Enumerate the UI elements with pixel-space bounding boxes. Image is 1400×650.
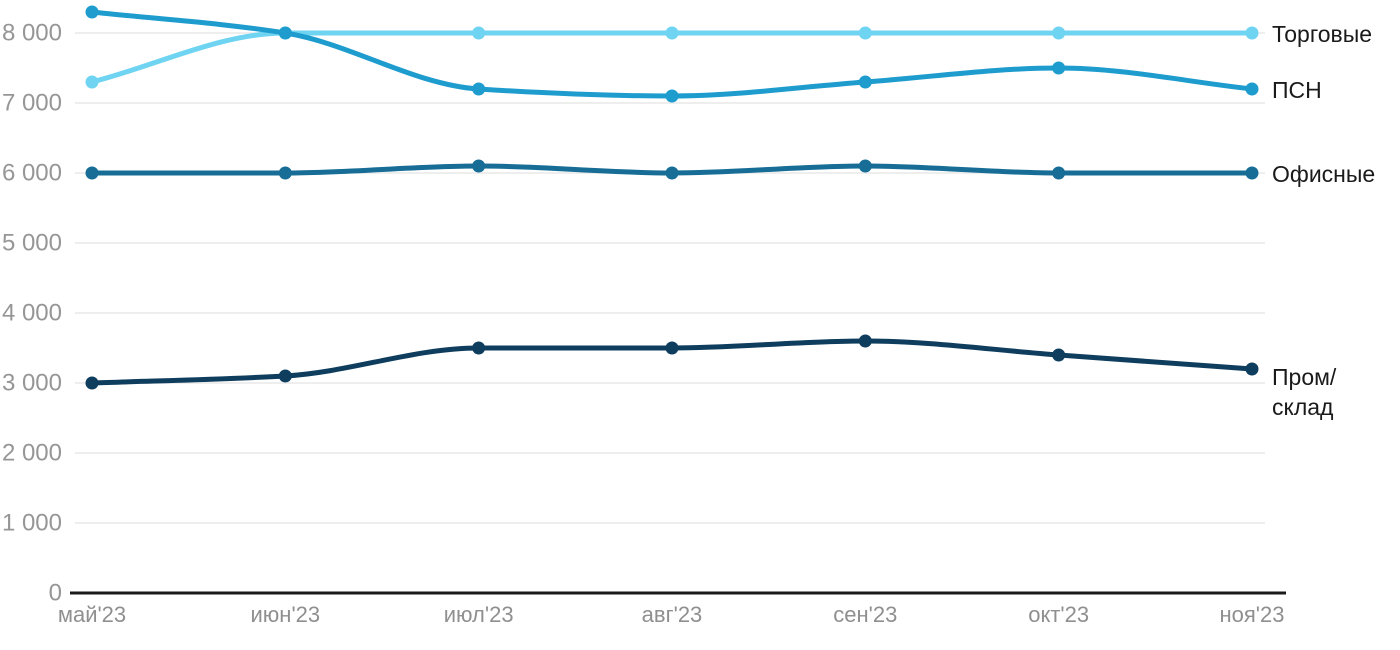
y-tick-label: 7 000: [2, 90, 62, 117]
legend-label-2: Офисные: [1272, 161, 1375, 187]
data-point-s3-6: [1245, 362, 1259, 376]
x-tick-label: ноя'23: [1219, 602, 1284, 627]
data-point-s1-4: [858, 75, 872, 89]
data-point-s2-0: [85, 166, 99, 180]
y-tick-label: 0: [49, 580, 62, 607]
x-tick-label: авг'23: [642, 602, 703, 627]
data-point-s0-5: [1052, 26, 1066, 40]
x-tick-label: июл'23: [444, 602, 514, 627]
legend-label-0: Торговые: [1272, 21, 1372, 47]
data-point-s3-2: [472, 341, 486, 355]
data-point-s1-2: [472, 82, 486, 96]
y-tick-label: 1 000: [2, 510, 62, 537]
data-point-s1-1: [278, 26, 292, 40]
data-point-s1-3: [665, 89, 679, 103]
data-point-s3-3: [665, 341, 679, 355]
series-line-1: [89, 9, 1255, 99]
data-point-s0-3: [665, 26, 679, 40]
y-tick-label: 3 000: [2, 370, 62, 397]
legend-label-1: ПСН: [1272, 77, 1322, 103]
x-tick-label: май'23: [58, 602, 126, 627]
data-point-s2-1: [278, 166, 292, 180]
y-tick-label: 4 000: [2, 300, 62, 327]
series-line-0: [89, 30, 1255, 85]
y-tick-label: 2 000: [2, 440, 62, 467]
data-point-s0-2: [472, 26, 486, 40]
x-tick-label: окт'23: [1028, 602, 1089, 627]
y-tick-label: 6 000: [2, 160, 62, 187]
y-tick-label: 8 000: [2, 20, 62, 47]
data-point-s3-4: [858, 334, 872, 348]
x-tick-label: июн'23: [251, 602, 321, 627]
data-point-s2-3: [665, 166, 679, 180]
data-point-s2-5: [1052, 166, 1066, 180]
data-point-s2-6: [1245, 166, 1259, 180]
data-point-s2-4: [858, 159, 872, 173]
data-point-s0-0: [85, 75, 99, 89]
y-tick-label: 5 000: [2, 230, 62, 257]
legend-label-3: склад: [1272, 394, 1334, 420]
data-point-s3-0: [85, 376, 99, 390]
data-point-s1-5: [1052, 61, 1066, 75]
data-point-s0-6: [1245, 26, 1259, 40]
data-point-s3-5: [1052, 348, 1066, 362]
x-tick-label: сен'23: [833, 602, 897, 627]
data-point-s2-2: [472, 159, 486, 173]
data-point-s0-4: [858, 26, 872, 40]
data-point-s1-0: [85, 5, 99, 19]
data-point-s3-1: [278, 369, 292, 383]
data-point-s1-6: [1245, 82, 1259, 96]
legend-label-3: Пром/: [1272, 364, 1337, 390]
